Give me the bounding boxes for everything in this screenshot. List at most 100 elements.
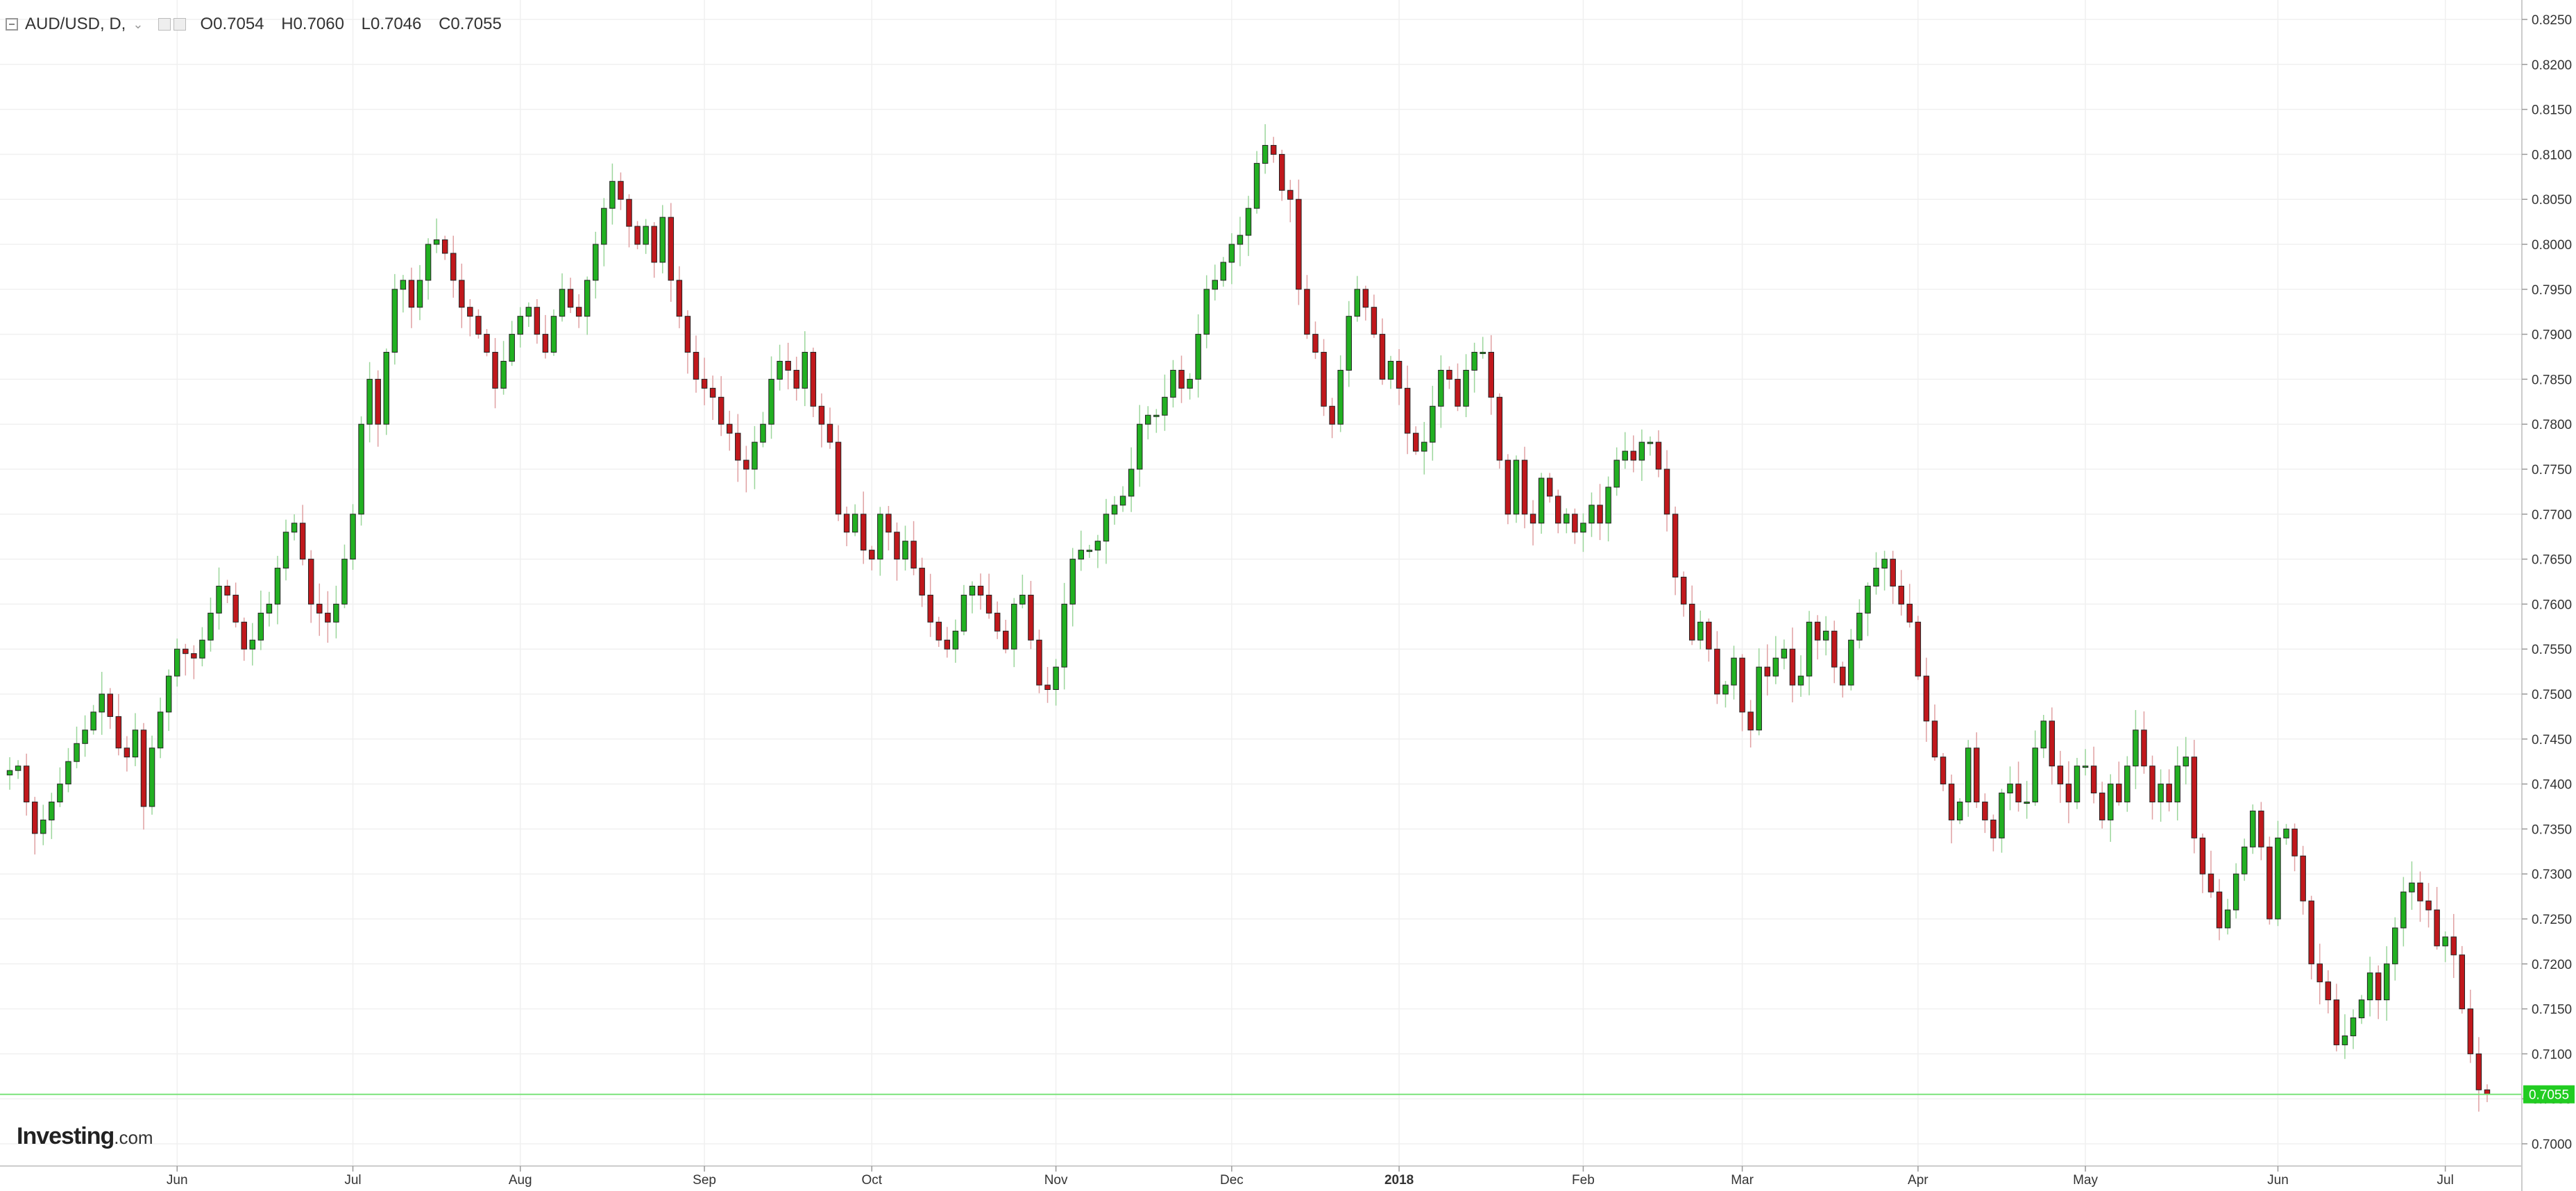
price-tag-bg	[2523, 1085, 2575, 1104]
candle-body	[593, 244, 599, 281]
candle-body	[525, 307, 532, 317]
candle-body	[1572, 514, 1578, 533]
close-key: C	[439, 15, 451, 33]
candle-body	[274, 568, 281, 605]
candle-body	[618, 180, 624, 200]
candle-body	[2341, 1035, 2348, 1045]
ohlc-values: O0.7054 H0.7060 L0.7046 C0.7055	[200, 15, 514, 34]
candle-body	[1630, 450, 1637, 461]
candle-body	[1061, 603, 1067, 668]
candle-body	[333, 603, 339, 623]
candle-body	[793, 369, 799, 389]
candle-body	[216, 585, 222, 614]
candle-body	[2316, 963, 2323, 983]
candle-body	[1354, 289, 1361, 317]
candle-body	[1346, 316, 1352, 371]
price-axis[interactable]: 0.8250 0.8200 0.8150 0.8100 0.8050 0.8000 0.79…	[2522, 13, 2572, 1152]
collapse-icon[interactable]	[6, 18, 18, 31]
candle-body	[1212, 280, 1218, 290]
candle-body	[1990, 819, 1997, 838]
brand-name: Investing	[17, 1123, 115, 1149]
candle-body	[241, 621, 247, 650]
candle-body	[266, 603, 273, 614]
candle-body	[760, 423, 766, 443]
candle-body	[802, 352, 808, 389]
candle-body	[1655, 441, 1662, 470]
candle-body	[684, 316, 691, 353]
candle-body	[99, 693, 105, 713]
candle-body	[90, 711, 96, 731]
y-tick-label: 0.8100	[2532, 148, 2572, 162]
candle-body	[2350, 1017, 2357, 1036]
y-tick-label: 0.7100	[2532, 1047, 2572, 1062]
candle-body	[2166, 784, 2172, 803]
y-tick-label: 0.7350	[2532, 822, 2572, 837]
settings-icon[interactable]	[158, 18, 171, 31]
candle-body	[65, 761, 71, 785]
candle-body	[785, 360, 791, 371]
candle-body	[534, 307, 541, 335]
candle-body	[416, 280, 423, 308]
candle-body	[1078, 550, 1085, 560]
investing-logo[interactable]: Investing.com	[17, 1123, 153, 1150]
candle-body	[2434, 909, 2440, 947]
candle-body	[575, 307, 582, 317]
y-tick-label: 0.7500	[2532, 688, 2572, 702]
candle-body	[2409, 882, 2415, 893]
time-axis[interactable]: Jun Jul Aug Sep Oct Nov Dec 2018 Feb Mar Apr May Jun…	[167, 1166, 2576, 1188]
candle-body	[1747, 711, 1754, 731]
candle-body	[634, 226, 641, 245]
candle-body	[1538, 478, 1545, 524]
candle-body	[1546, 478, 1553, 497]
candle-body	[433, 239, 440, 245]
candle-body	[1312, 334, 1319, 353]
y-tick-label: 0.7900	[2532, 328, 2572, 343]
close-icon[interactable]	[173, 18, 187, 31]
candle-body	[1923, 675, 1930, 722]
candle-body	[559, 289, 566, 317]
x-tick-label: Jun	[2267, 1173, 2289, 1188]
candle-body	[2366, 972, 2373, 1001]
candle-body	[2392, 927, 2398, 965]
candle-body	[2099, 793, 2105, 820]
candle-body	[459, 280, 465, 308]
candle-body	[1237, 235, 1244, 245]
candle-body	[191, 653, 197, 659]
candle-body	[2174, 766, 2180, 803]
price-tag-label: 0.7055	[2529, 1088, 2569, 1103]
candle-body	[1789, 648, 1796, 686]
symbol-label[interactable]: AUD/USD, D,	[25, 15, 126, 33]
candle-body	[1162, 396, 1168, 416]
candle-body	[2191, 757, 2198, 838]
candle-body	[2475, 1053, 2482, 1090]
y-tick-label: 0.8000	[2532, 238, 2572, 253]
candle-body	[985, 594, 992, 614]
candle-body	[1722, 684, 1729, 695]
candle-body	[1463, 369, 1469, 407]
y-tick-label: 0.7550	[2532, 643, 2572, 657]
candle-body	[735, 432, 741, 461]
candle-body	[1430, 405, 1436, 443]
candle-body	[2400, 891, 2407, 929]
candle-body	[82, 729, 88, 744]
x-tick-label: Jul	[2437, 1173, 2454, 1188]
candle-body	[1195, 334, 1201, 380]
candle-body	[2049, 720, 2056, 767]
candle-body	[693, 352, 700, 380]
y-tick-label: 0.7250	[2532, 913, 2572, 927]
candle-body	[484, 334, 490, 353]
candle-body	[467, 307, 473, 317]
candle-body	[542, 334, 549, 353]
candle-body	[2199, 837, 2206, 875]
candle-body	[408, 280, 415, 308]
high-key: H	[281, 15, 294, 33]
chevron-down-icon[interactable]: ⌄	[133, 17, 144, 31]
candle-body	[1772, 657, 1779, 677]
candle-body	[1178, 369, 1185, 389]
y-tick-label: 0.7000	[2532, 1138, 2572, 1152]
candle-body	[886, 514, 892, 533]
candle-body	[74, 743, 80, 762]
candle-body	[869, 550, 875, 560]
y-tick-label: 0.8250	[2532, 13, 2572, 28]
